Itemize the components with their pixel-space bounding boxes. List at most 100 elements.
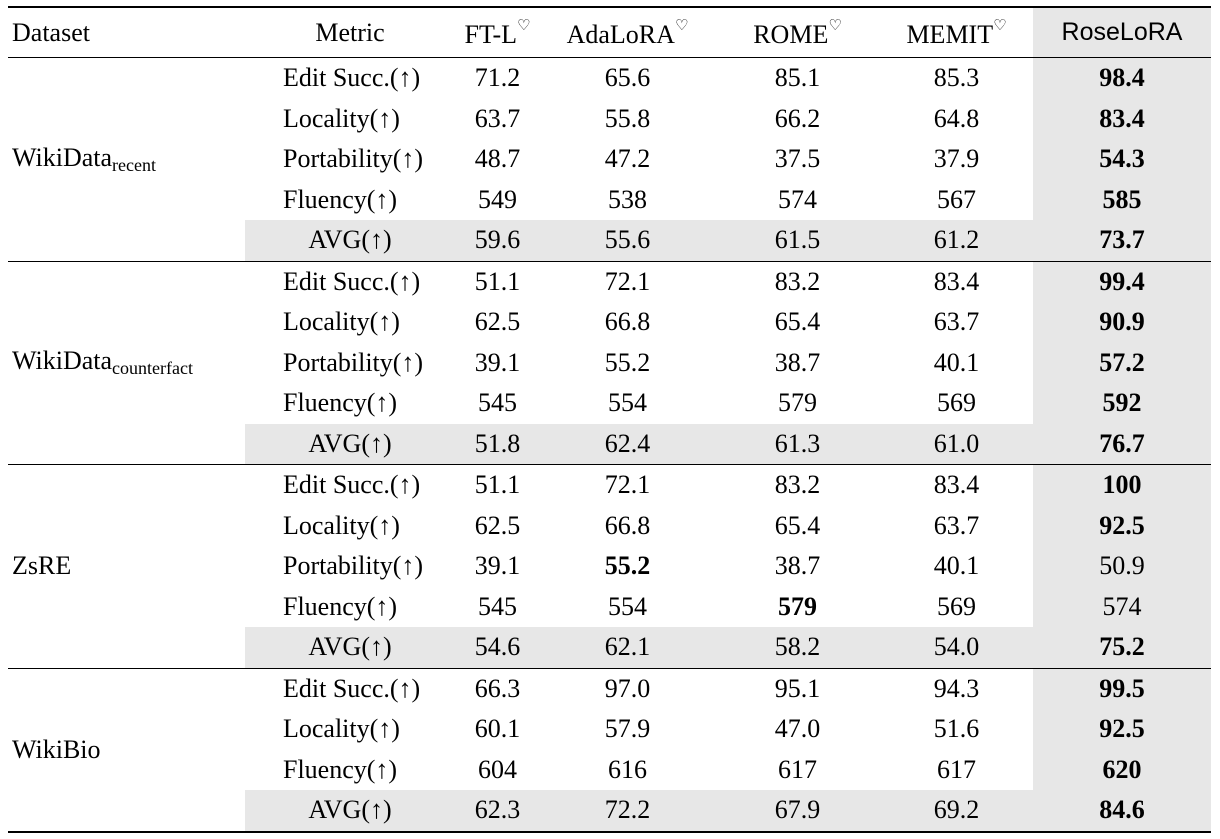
value-cell: 73.7 xyxy=(1033,220,1211,261)
value-cell: 83.2 xyxy=(774,470,821,500)
value-cell: 99.4 xyxy=(1033,261,1211,302)
value-cell: 47.0 xyxy=(774,714,821,744)
value-cell: 61.3 xyxy=(715,423,880,465)
method-name: ROME xyxy=(753,19,829,49)
table-body: WikiDatarecent Edit Succ.(↑) 71.2 65.6 85.1 8… xyxy=(8,57,1211,832)
value-cell: 61.5 xyxy=(715,220,880,261)
value-cell: 85.1 xyxy=(774,63,821,93)
metric-label: Locality(↑) xyxy=(283,510,400,540)
value-cell: 585 xyxy=(1033,179,1211,220)
metric-row: Locality(↑) 63.7 55.8 66.2 64.8 83.4 xyxy=(8,98,1211,139)
value-cell: 51.8 xyxy=(455,423,540,465)
metric-row: Fluency(↑) 549 538 574 567 585 xyxy=(8,179,1211,220)
value-cell: 66.2 xyxy=(774,103,821,133)
dataset-name: WikiData xyxy=(12,142,113,172)
value-cell: 60.1 xyxy=(474,714,521,744)
column-header-roselora: RoseLoRA xyxy=(1033,7,1211,58)
value-cell: 617 xyxy=(937,754,976,784)
heart-icon: ♡ xyxy=(828,15,842,34)
metric-row: Locality(↑) 62.5 66.8 65.4 63.7 92.5 xyxy=(8,505,1211,546)
heart-icon: ♡ xyxy=(674,15,689,34)
column-header-ft-l: FT-L♡ xyxy=(455,7,540,58)
dataset-label: WikiDatarecent xyxy=(8,58,245,262)
value-cell: 592 xyxy=(1033,383,1211,424)
metric-row: Fluency(↑) 545 554 579 569 592 xyxy=(8,383,1211,424)
value-cell: 569 xyxy=(937,388,976,418)
value-cell: 62.5 xyxy=(474,307,521,337)
column-header-rome: ROME♡ xyxy=(715,7,880,58)
method-name: RoseLoRA xyxy=(1061,18,1183,46)
value-cell: 569 xyxy=(937,591,976,621)
value-cell: 64.8 xyxy=(933,103,980,133)
value-cell: 65.4 xyxy=(774,510,821,540)
value-cell: 94.3 xyxy=(933,673,980,703)
value-cell: 37.5 xyxy=(774,144,821,174)
metric-label: AVG(↑) xyxy=(245,790,455,832)
value-cell: 58.2 xyxy=(715,627,880,668)
column-header-metric: Metric xyxy=(315,17,385,47)
value-cell: 61.2 xyxy=(880,220,1033,261)
dataset-subscript: counterfact xyxy=(112,358,193,379)
metric-row: Locality(↑) 60.1 57.9 47.0 51.6 92.5 xyxy=(8,709,1211,750)
value-cell: 65.6 xyxy=(604,63,651,93)
value-cell: 65.4 xyxy=(774,307,821,337)
metric-row: Portability(↑) 39.1 55.2 38.7 40.1 57.2 xyxy=(8,342,1211,383)
metric-label: Edit Succ.(↑) xyxy=(283,63,421,93)
value-cell: 63.7 xyxy=(933,510,980,540)
column-header-memit: MEMIT♡ xyxy=(880,7,1033,58)
value-cell: 66.8 xyxy=(604,307,651,337)
value-cell: 83.4 xyxy=(933,266,980,296)
value-cell: 66.3 xyxy=(474,673,521,703)
value-cell: 76.7 xyxy=(1033,423,1211,465)
results-table: Dataset Metric FT-L♡ AdaLoRA♡ ROME♡ MEMIT♡ Ros… xyxy=(8,6,1211,833)
value-cell: 616 xyxy=(608,754,647,784)
metric-label: AVG(↑) xyxy=(245,423,455,465)
value-cell: 620 xyxy=(1033,749,1211,790)
metric-label: Fluency(↑) xyxy=(283,184,398,214)
value-cell: 55.8 xyxy=(604,103,651,133)
value-cell: 83.4 xyxy=(933,470,980,500)
metric-row: Portability(↑) 39.1 55.2 38.7 40.1 50.9 xyxy=(8,546,1211,587)
method-name: FT-L xyxy=(464,19,518,49)
value-cell: 39.1 xyxy=(474,551,521,581)
value-cell: 54.3 xyxy=(1033,139,1211,180)
value-cell: 75.2 xyxy=(1033,627,1211,668)
dataset-name: ZsRE xyxy=(12,551,72,581)
metric-label: Locality(↑) xyxy=(283,103,400,133)
method-name: AdaLoRA xyxy=(566,19,675,49)
value-cell: 55.6 xyxy=(540,220,715,261)
value-cell: 57.2 xyxy=(1033,342,1211,383)
value-cell: 617 xyxy=(778,754,817,784)
value-cell: 38.7 xyxy=(774,551,821,581)
value-cell: 50.9 xyxy=(1033,546,1211,587)
value-cell: 63.7 xyxy=(933,307,980,337)
value-cell: 67.9 xyxy=(715,790,880,832)
metric-label: Edit Succ.(↑) xyxy=(283,266,421,296)
metric-label: Portability(↑) xyxy=(283,347,424,377)
value-cell: 48.7 xyxy=(474,144,521,174)
value-cell: 39.1 xyxy=(474,347,521,377)
value-cell: 62.4 xyxy=(540,423,715,465)
metric-row: Fluency(↑) 604 616 617 617 620 xyxy=(8,749,1211,790)
value-cell: 59.6 xyxy=(455,220,540,261)
value-cell: 63.7 xyxy=(474,103,521,133)
value-cell: 55.2 xyxy=(604,347,651,377)
value-cell: 574 xyxy=(778,184,817,214)
header-row: Dataset Metric FT-L♡ AdaLoRA♡ ROME♡ MEMIT♡ Ros… xyxy=(8,7,1211,58)
value-cell: 62.3 xyxy=(455,790,540,832)
value-cell: 579 xyxy=(778,591,817,621)
dataset-subscript: recent xyxy=(112,154,156,175)
column-header-adalora: AdaLoRA♡ xyxy=(540,7,715,58)
dataset-label: WikiDatacounterfact xyxy=(8,261,245,465)
value-cell: 92.5 xyxy=(1033,709,1211,750)
value-cell: 51.6 xyxy=(933,714,980,744)
value-cell: 538 xyxy=(608,184,647,214)
value-cell: 38.7 xyxy=(774,347,821,377)
metric-label: AVG(↑) xyxy=(245,220,455,261)
metric-label: Portability(↑) xyxy=(283,144,424,174)
avg-row: AVG(↑) 51.8 62.4 61.3 61.0 76.7 xyxy=(8,423,1211,465)
dataset-name: WikiData xyxy=(12,346,113,376)
value-cell: 85.3 xyxy=(933,63,980,93)
value-cell: 72.1 xyxy=(604,266,651,296)
